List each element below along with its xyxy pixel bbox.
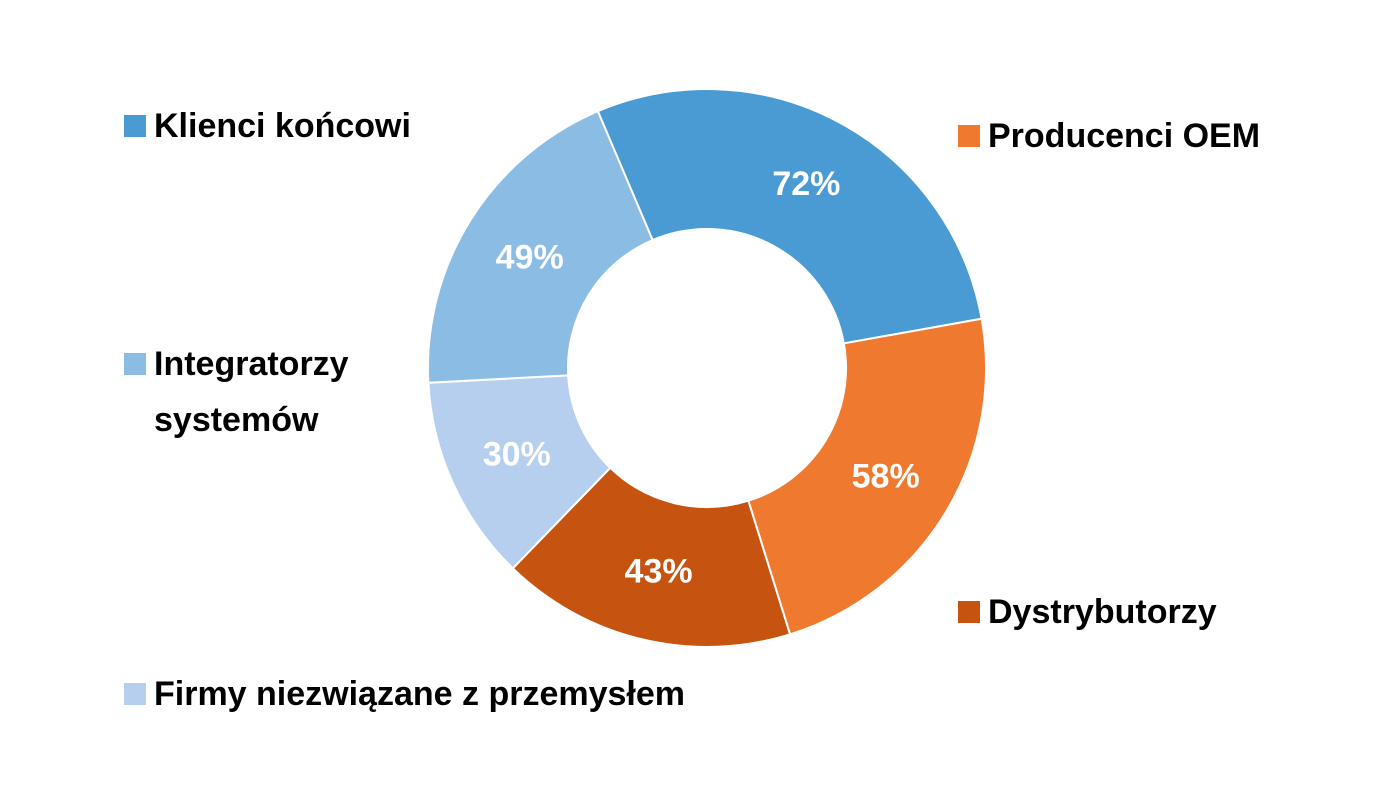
legend-item-integratorzy-systemow: Integratorzy systemów xyxy=(124,336,424,448)
legend-swatch xyxy=(124,115,146,137)
data-label-3: 30% xyxy=(483,436,551,474)
legend-label: Producenci OEM xyxy=(988,117,1261,155)
doughnut-slice-2 xyxy=(511,466,792,648)
legend-item-klienci-koncowi: Klienci końcowi xyxy=(124,98,411,154)
legend-swatch xyxy=(958,125,980,147)
legend-label: Integratorzy systemów xyxy=(154,345,349,439)
legend-item-producenci-oem: Producenci OEM xyxy=(958,108,1260,164)
legend-label: Firmy niezwiązane z przemysłem xyxy=(154,675,685,713)
legend-swatch xyxy=(124,683,146,705)
legend-label: Klienci końcowi xyxy=(154,107,411,145)
legend-item-dystrybutorzy: Dystrybutorzy xyxy=(958,584,1217,640)
data-label-4: 49% xyxy=(496,238,564,276)
legend-item-firmy-niezwiazane: Firmy niezwiązane z przemysłem xyxy=(124,666,685,722)
doughnut-slice-1 xyxy=(747,317,987,636)
legend-swatch xyxy=(124,353,146,375)
doughnut-slice-4 xyxy=(427,109,654,384)
doughnut-slice-0 xyxy=(596,88,983,345)
legend-label: Dystrybutorzy xyxy=(988,593,1217,631)
data-label-1: 58% xyxy=(852,457,920,495)
data-label-0: 72% xyxy=(772,165,840,203)
data-label-2: 43% xyxy=(625,552,693,590)
legend-swatch xyxy=(958,601,980,623)
